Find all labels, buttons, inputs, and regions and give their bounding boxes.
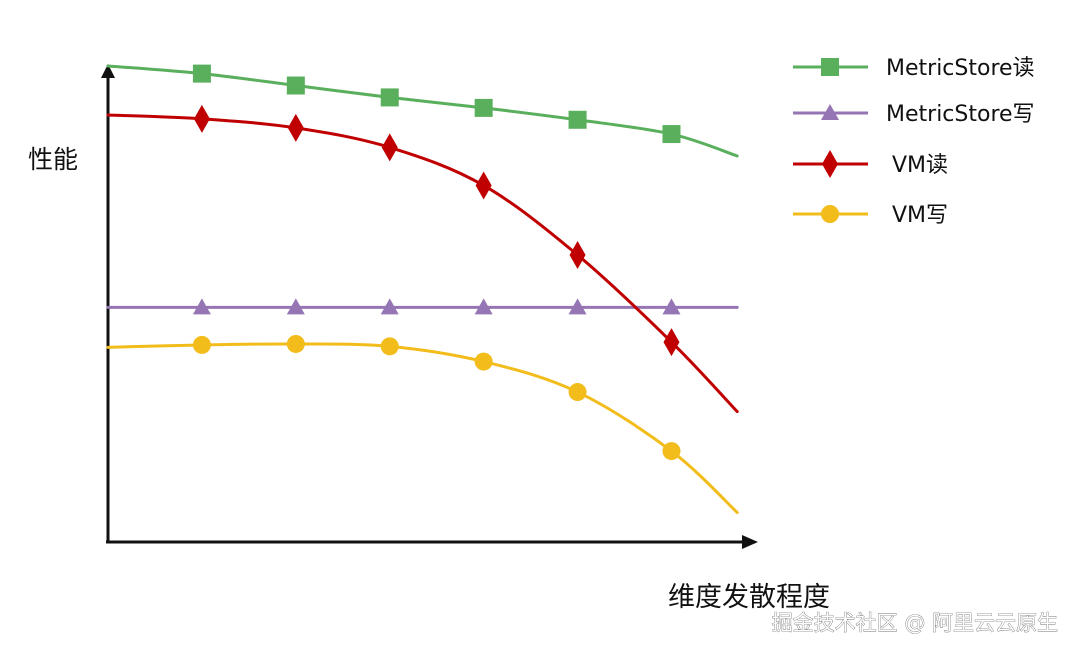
legend-marker-icon — [821, 205, 839, 223]
series-line-4 — [106, 342, 739, 514]
data-point-3-2 — [287, 113, 304, 142]
legend-marker-icon — [821, 104, 839, 120]
y-axis-arrow-icon — [101, 64, 115, 78]
legend-item-4: VM写 — [793, 203, 948, 228]
data-point-2-3 — [380, 298, 399, 315]
legend-item-2: MetricStore写 — [793, 102, 1035, 127]
data-point-3-3 — [381, 133, 398, 162]
data-point-1-6 — [662, 125, 681, 144]
series-3 — [106, 104, 739, 414]
series-1 — [106, 64, 739, 158]
legend-label: MetricStore读 — [886, 56, 1035, 81]
data-point-1-4 — [474, 98, 493, 117]
data-point-1-2 — [286, 76, 305, 95]
data-point-2-6 — [662, 298, 681, 315]
data-point-4-4 — [474, 352, 493, 371]
legend: MetricStore读 MetricStore写 VM读 VM写 — [793, 56, 1035, 228]
data-point-1-3 — [380, 88, 399, 107]
data-point-1-1 — [192, 64, 211, 83]
data-point-2-2 — [286, 298, 305, 315]
legend-marker-icon — [822, 150, 838, 178]
y-axis-label: 性能 — [28, 145, 78, 174]
series-4 — [106, 334, 739, 514]
data-point-2-1 — [192, 298, 211, 315]
series-line-3 — [106, 113, 739, 414]
series-layer — [106, 64, 739, 514]
x-axis-arrow-icon — [742, 535, 758, 549]
legend-item-1: MetricStore读 — [793, 56, 1035, 81]
data-point-3-1 — [193, 104, 210, 133]
data-point-2-4 — [474, 298, 493, 315]
data-point-3-6 — [663, 328, 680, 357]
x-axis-label: 维度发散程度 — [668, 582, 830, 613]
data-point-4-5 — [568, 383, 587, 402]
series-2 — [106, 298, 739, 315]
data-point-3-4 — [475, 171, 492, 200]
data-point-2-5 — [568, 298, 587, 315]
legend-label: MetricStore写 — [886, 102, 1035, 127]
legend-label: VM写 — [892, 203, 948, 228]
data-point-1-5 — [568, 110, 587, 129]
watermark-text: 掘金技术社区 @ 阿里云云原生 — [772, 611, 1058, 635]
legend-label: VM读 — [892, 153, 948, 178]
axes: 性能 维度发散程度 — [28, 64, 830, 613]
data-point-4-1 — [192, 335, 211, 354]
legend-item-3: VM读 — [793, 150, 948, 178]
data-point-4-2 — [286, 334, 305, 353]
data-point-4-3 — [380, 337, 399, 356]
data-point-4-6 — [662, 442, 681, 461]
legend-marker-icon — [821, 58, 839, 76]
data-point-3-5 — [569, 240, 586, 269]
